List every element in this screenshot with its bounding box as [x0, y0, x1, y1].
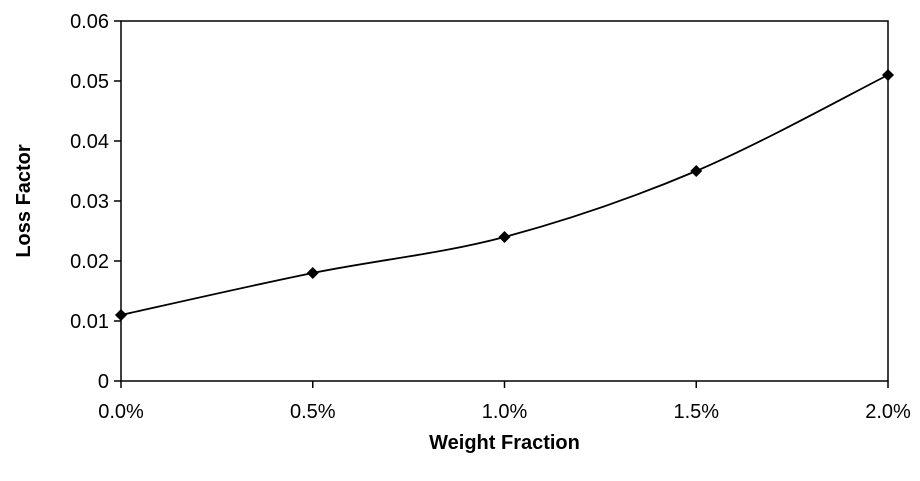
data-point-marker — [115, 309, 127, 321]
x-axis-title: Weight Fraction — [429, 432, 580, 454]
y-tick-label: 0.03 — [70, 191, 109, 213]
y-tick-label: 0.02 — [70, 251, 109, 273]
y-tick-label: 0.01 — [70, 311, 109, 333]
y-tick-label: 0.04 — [70, 131, 109, 153]
y-tick-label: 0.05 — [70, 71, 109, 93]
x-axis-ticks: 0.0% 0.5% 1.0% 1.5% 2.0% — [98, 381, 911, 423]
y-axis-title: Loss Factor — [13, 144, 35, 258]
plot-area-border — [120, 20, 889, 382]
y-tick-label: 0.06 — [70, 11, 109, 33]
x-tick-label: 0.5% — [290, 401, 336, 423]
data-point-marker — [882, 69, 894, 81]
x-tick-label: 1.0% — [482, 401, 528, 423]
data-point-marker — [690, 165, 703, 177]
data-point-marker — [498, 231, 511, 243]
y-axis-ticks: 0 0.01 0.02 0.03 0.04 0.05 0.06 — [70, 11, 121, 393]
x-tick-label: 2.0% — [865, 401, 911, 423]
x-tick-label: 0.0% — [98, 401, 144, 423]
x-tick-label: 1.5% — [673, 401, 719, 423]
y-tick-label: 0 — [98, 371, 109, 393]
plot-frame — [120, 20, 889, 382]
series — [115, 69, 894, 321]
series-line — [120, 74, 889, 316]
data-point-marker — [306, 267, 319, 279]
